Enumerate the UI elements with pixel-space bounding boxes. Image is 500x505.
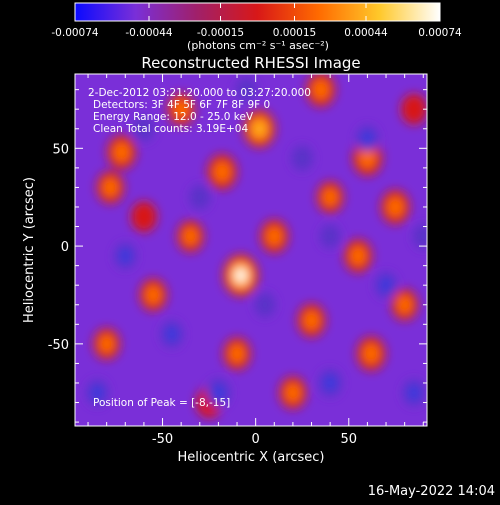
colorbar-tick-label: -0.00074 — [51, 27, 99, 39]
colorbar-tick-label: 0.00044 — [344, 27, 388, 39]
emission-blob — [312, 79, 330, 100]
emission-blob — [182, 226, 199, 246]
chart-title: Reconstructed RHESSI Image — [141, 54, 360, 72]
x-tick-label: 50 — [341, 432, 358, 447]
negative-blob — [118, 248, 132, 264]
y-tick-label: 50 — [52, 142, 69, 157]
peak-core — [235, 268, 246, 283]
emission-blob — [145, 285, 162, 305]
y-tick-label: 0 — [61, 240, 69, 255]
emission-blob — [396, 295, 413, 315]
negative-blob — [133, 116, 155, 142]
negative-blob — [165, 326, 179, 343]
footer-timestamp: 16-May-2022 14:04 — [368, 484, 495, 499]
image-area: -50 0 50 -50 0 50 — [48, 73, 428, 447]
emission-blob — [303, 310, 320, 331]
negative-blob — [323, 374, 338, 392]
colorbar-ticks: -0.00074 -0.00044 -0.00015 0.00015 0.00044 0.… — [51, 3, 462, 39]
y-axis-label: Heliocentric Y (arcsec) — [22, 177, 37, 323]
colorbar-tick-label: 0.00074 — [418, 27, 462, 39]
annotation-detectors: Detectors: 3F 4F 5F 6F 7F 8F 9F 0 — [93, 99, 270, 111]
emission-blob — [131, 201, 157, 233]
negative-blob — [320, 224, 341, 249]
emission-blob — [102, 177, 119, 198]
negative-blob — [189, 184, 211, 210]
negative-blob — [407, 384, 421, 401]
x-tick-label: -50 — [152, 432, 173, 447]
negative-blob — [235, 77, 257, 103]
colorbar-tick-label: -0.00015 — [197, 27, 244, 39]
emission-blob — [213, 161, 231, 183]
emission-blob — [173, 99, 190, 119]
emission-blob — [362, 343, 380, 364]
colorbar-tick-label: -0.00044 — [125, 27, 173, 39]
annotation-peak: Position of Peak = [-8,-15] — [93, 397, 230, 409]
emission-blob — [112, 141, 131, 163]
emission-blob — [265, 226, 283, 247]
x-tick-label: 0 — [252, 432, 260, 447]
emission-blob — [401, 93, 427, 125]
emission-blob — [386, 196, 404, 218]
y-tick-label: -50 — [48, 338, 69, 353]
annotation-time: 2-Dec-2012 03:21:20.000 to 03:27:20.000 — [88, 87, 311, 99]
x-axis-label: Heliocentric X (arcsec) — [178, 450, 325, 465]
emission-blob — [228, 343, 246, 364]
emission-blob — [98, 334, 115, 354]
emission-blob — [284, 383, 302, 403]
negative-blob — [90, 384, 104, 401]
axis-ticks: -50 0 50 -50 0 50 — [48, 74, 427, 447]
colorbar-unit-label: (photons cm⁻² s⁻¹ asec⁻²) — [187, 39, 329, 52]
emission-blob — [349, 245, 367, 266]
negative-blob — [211, 384, 226, 402]
negative-blob — [291, 145, 313, 171]
annotations: 2-Dec-2012 03:21:20.000 to 03:27:20.000 … — [88, 87, 311, 409]
negative-blob — [360, 130, 374, 147]
annotation-clean: Clean Total counts: 3.19E+04 — [93, 123, 248, 135]
negative-blob — [254, 292, 276, 318]
plot-frame — [74, 73, 428, 427]
colorbar: -0.00074 -0.00044 -0.00015 0.00015 0.00044 0.… — [51, 2, 462, 52]
emission-blob — [322, 187, 339, 207]
emission-blob — [358, 147, 377, 169]
emission-blob — [252, 120, 267, 137]
colorbar-tick-label: 0.00015 — [273, 27, 316, 39]
negative-blob — [379, 277, 393, 294]
annotation-energy: Energy Range: 12.0 - 25.0 keV — [93, 111, 254, 123]
negative-blob — [412, 223, 427, 249]
colorbar-gradient — [74, 2, 441, 22]
heatmap-blobs — [86, 74, 427, 418]
